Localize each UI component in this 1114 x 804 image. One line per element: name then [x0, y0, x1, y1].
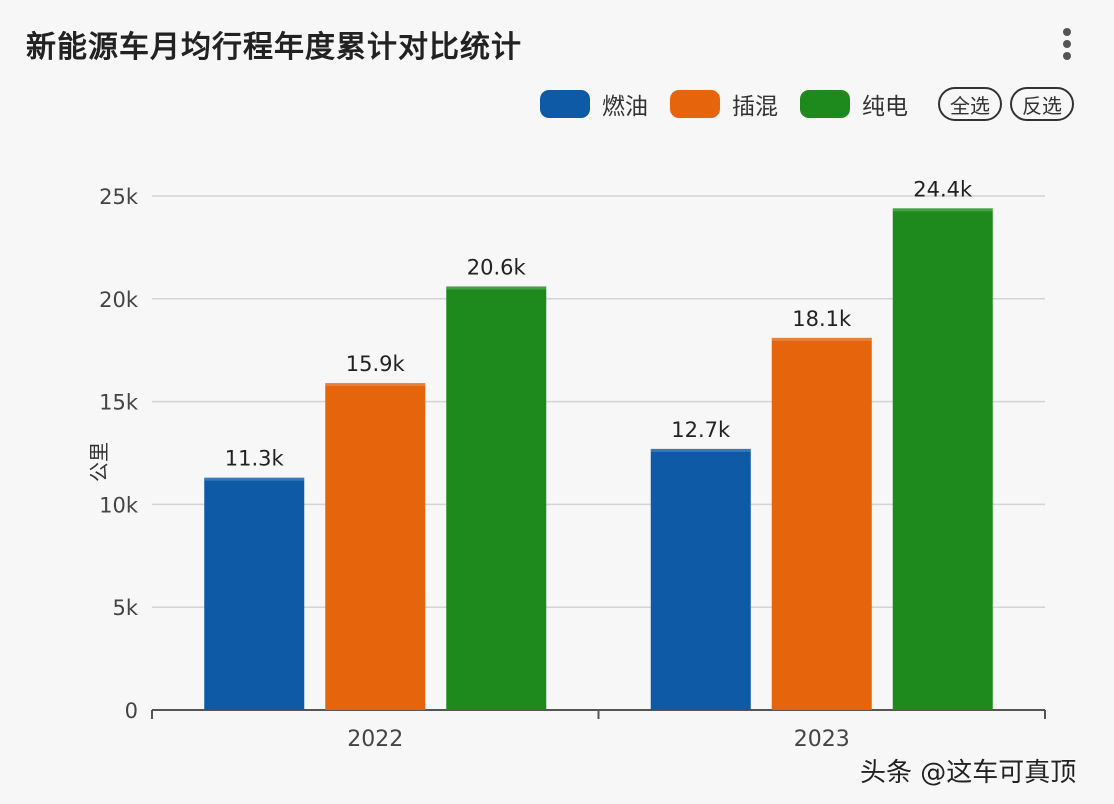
x-tick-label: 2023 [794, 727, 850, 752]
select-all-button[interactable]: 全选 [938, 87, 1002, 121]
bar-纯电-2022 [446, 286, 547, 710]
bar-highlight [650, 448, 751, 452]
y-axis-label: 公里 [87, 442, 111, 482]
data-label: 20.6k [467, 255, 527, 279]
bar-highlight [204, 477, 305, 481]
bar-燃油-2022 [204, 477, 305, 710]
legend-label-phev: 插混 [732, 94, 778, 120]
bar-highlight [892, 208, 993, 212]
bar-燃油-2023 [650, 448, 751, 710]
legend-item-ev[interactable]: 纯电 [800, 87, 908, 121]
y-tick-label: 15k [99, 391, 139, 415]
legend-label-ev: 纯电 [862, 94, 908, 120]
invert-selection-button[interactable]: 反选 [1010, 87, 1074, 121]
bar-highlight [771, 337, 872, 341]
legend-item-fuel[interactable]: 燃油 [540, 87, 648, 121]
bar-插混-2022 [325, 383, 426, 710]
data-label: 18.1k [792, 307, 852, 331]
bar-插混-2023 [771, 337, 872, 710]
data-label: 12.7k [671, 418, 731, 442]
data-label: 15.9k [346, 352, 406, 376]
y-tick-label: 10k [99, 493, 139, 517]
legend-item-phev[interactable]: 插混 [670, 87, 778, 121]
chart-title: 新能源车月均行程年度累计对比统计 [26, 30, 522, 65]
legend: 燃油 插混 纯电 全选 反选 [540, 86, 1074, 122]
legend-swatch-ev [800, 90, 850, 118]
bar-highlight [325, 383, 426, 387]
bar-highlight [446, 286, 547, 290]
legend-label-fuel: 燃油 [602, 94, 648, 120]
y-tick-label: 20k [99, 288, 139, 312]
y-tick-label: 25k [99, 185, 139, 209]
x-tick-label: 2022 [347, 727, 403, 752]
y-tick-label: 0 [125, 699, 138, 723]
watermark: 头条 @这车可真顶 [860, 758, 1077, 788]
data-label: 11.3k [225, 447, 285, 471]
more-vertical-icon[interactable] [1052, 24, 1084, 64]
legend-swatch-fuel [540, 90, 590, 118]
legend-swatch-phev [670, 90, 720, 118]
data-label: 24.4k [913, 177, 973, 201]
bar-纯电-2023 [892, 208, 993, 710]
y-tick-label: 5k [112, 596, 138, 620]
